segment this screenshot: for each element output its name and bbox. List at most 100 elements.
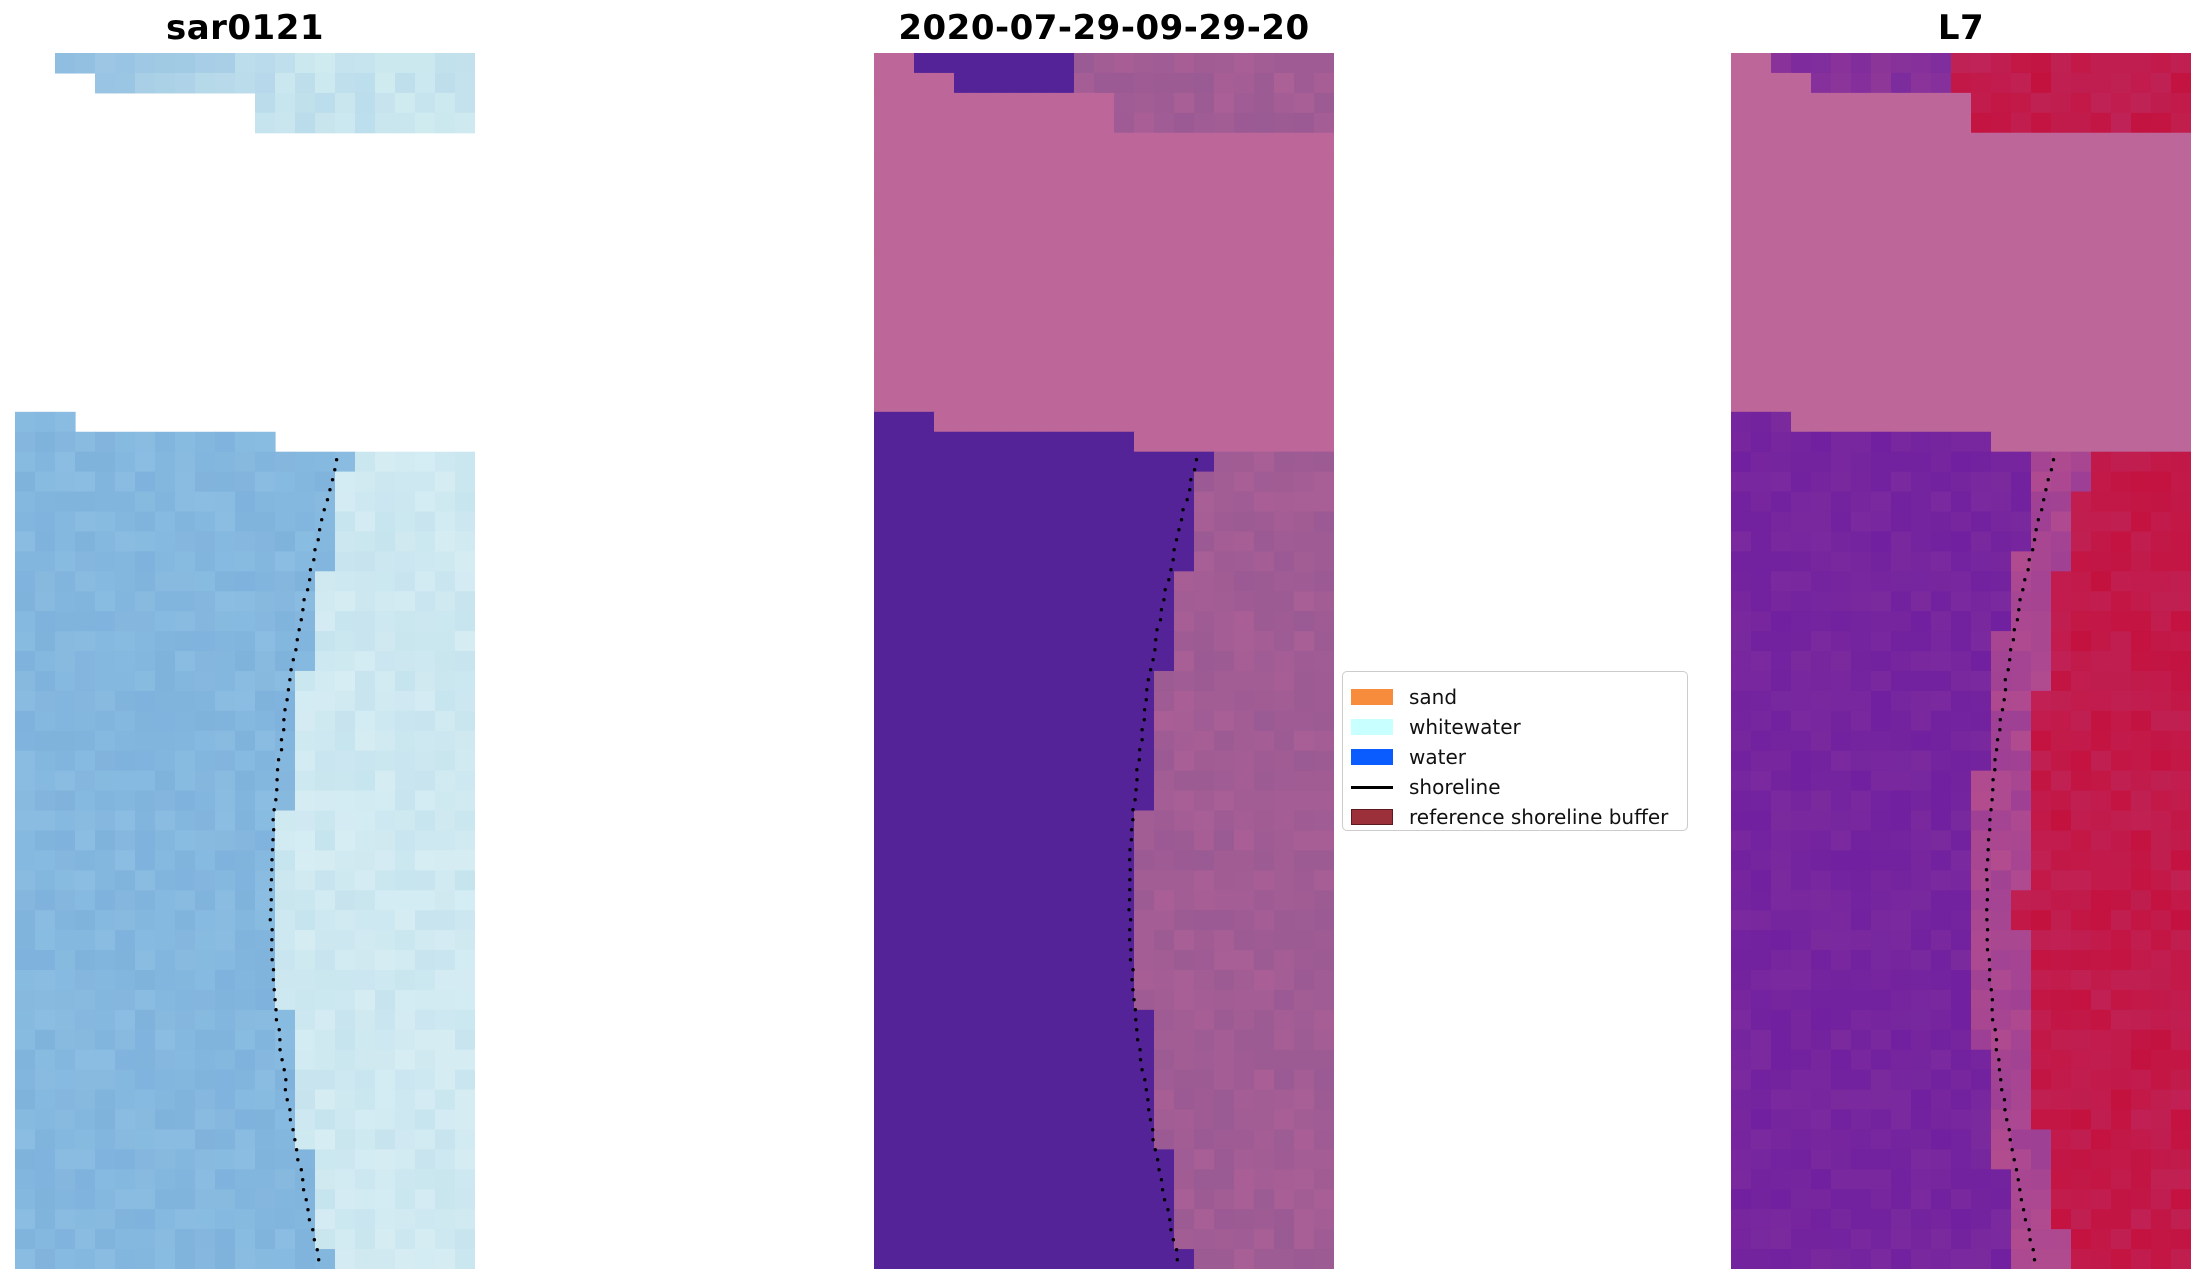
pixel-cell xyxy=(2011,352,2032,373)
pixel-cell xyxy=(1114,371,1135,393)
pixel-cell xyxy=(295,631,316,652)
shoreline-point xyxy=(301,607,305,612)
pixel-cell xyxy=(1014,870,1035,891)
pixel-cell xyxy=(2131,631,2152,652)
pixel-cell xyxy=(2131,292,2152,313)
pixel-cell xyxy=(1254,1069,1275,1091)
pixel-cell xyxy=(1951,192,1972,214)
pixel-cell xyxy=(894,252,915,273)
pixel-cell xyxy=(2091,192,2112,214)
pixel-cell xyxy=(355,810,376,832)
pixel-cell xyxy=(215,1049,236,1071)
pixel-cell xyxy=(1254,312,1275,333)
pixel-cell xyxy=(435,1089,456,1111)
pixel-cell xyxy=(435,969,456,991)
pixel-cell xyxy=(1314,1189,1334,1210)
pixel-cell xyxy=(934,870,955,891)
pixel-cell xyxy=(1891,1089,1912,1111)
pixel-cell xyxy=(255,870,276,891)
pixel-cell xyxy=(1891,1029,1912,1051)
pixel-cell xyxy=(275,1009,296,1031)
pixel-cell xyxy=(974,1169,995,1190)
pixel-cell xyxy=(1951,1049,1972,1071)
pixel-cell xyxy=(355,690,376,712)
pixel-cell xyxy=(2031,252,2052,273)
pixel-cell xyxy=(1911,312,1932,333)
pixel-cell xyxy=(2151,212,2172,234)
pixel-cell xyxy=(215,850,236,871)
pixel-cell xyxy=(255,930,276,951)
pixel-cell xyxy=(1074,1049,1095,1071)
pixel-cell xyxy=(1851,192,1872,214)
pixel-cell xyxy=(1214,710,1235,732)
pixel-cell xyxy=(1931,72,1952,94)
pixel-cell xyxy=(1771,471,1792,493)
pixel-cell xyxy=(2031,830,2052,851)
pixel-cell xyxy=(2151,969,2172,991)
pixel-cell xyxy=(75,431,96,453)
pixel-cell xyxy=(1234,252,1255,273)
pixel-cell xyxy=(15,511,36,533)
pixel-cell xyxy=(115,611,136,632)
shoreline-point xyxy=(2026,567,2030,572)
pixel-cell xyxy=(375,890,396,911)
pixel-cell xyxy=(914,1009,935,1031)
pixel-cell xyxy=(1034,172,1055,194)
pixel-cell xyxy=(455,451,475,473)
pixel-cell xyxy=(55,551,76,572)
pixel-cell xyxy=(1871,631,1892,652)
pixel-cell xyxy=(1234,790,1255,812)
pixel-cell xyxy=(1254,232,1275,253)
pixel-cell xyxy=(335,1009,356,1031)
pixel-cell xyxy=(1014,611,1035,632)
pixel-cell xyxy=(395,1129,416,1150)
pixel-cell xyxy=(215,870,236,891)
pixel-cell xyxy=(1214,451,1235,473)
pixel-cell xyxy=(2071,551,2092,572)
pixel-cell xyxy=(175,1089,196,1111)
pixel-cell xyxy=(1791,830,1812,851)
pixel-cell xyxy=(1851,491,1872,513)
pixel-cell xyxy=(2051,1129,2072,1150)
pixel-cell xyxy=(1314,132,1334,154)
pixel-cell xyxy=(1274,1209,1295,1230)
pixel-cell xyxy=(2031,272,2052,293)
pixel-cell xyxy=(934,192,955,214)
pixel-cell xyxy=(1054,212,1075,234)
pixel-cell xyxy=(375,989,396,1011)
legend-label-sand: sand xyxy=(1409,685,1458,709)
pixel-cell xyxy=(1254,411,1275,433)
pixel-cell xyxy=(1014,1109,1035,1131)
pixel-cell xyxy=(1094,591,1115,612)
pixel-cell xyxy=(1314,730,1334,752)
pixel-cell xyxy=(1811,451,1832,473)
pixel-cell xyxy=(2051,930,2072,951)
pixel-cell xyxy=(2051,790,2072,812)
pixel-cell xyxy=(1991,53,2012,74)
pixel-cell xyxy=(1114,551,1135,572)
pixel-cell xyxy=(255,1049,276,1071)
pixel-cell xyxy=(1074,391,1095,413)
pixel-cell xyxy=(1174,571,1195,592)
pixel-cell xyxy=(1234,730,1255,752)
pixel-cell xyxy=(1254,72,1275,94)
pixel-cell xyxy=(135,611,156,632)
pixel-cell xyxy=(1771,631,1792,652)
pixel-cell xyxy=(415,631,436,652)
pixel-cell xyxy=(315,451,336,473)
pixel-cell xyxy=(2031,292,2052,313)
pixel-cell xyxy=(2051,332,2072,353)
pixel-cell xyxy=(954,1189,975,1210)
pixel-cell xyxy=(115,591,136,612)
pixel-cell xyxy=(15,969,36,991)
pixel-cell xyxy=(1751,451,1772,473)
pixel-cell xyxy=(335,591,356,612)
pixel-cell xyxy=(155,950,176,971)
pixel-cell xyxy=(1094,391,1115,413)
shoreline-point xyxy=(308,567,313,572)
pixel-cell xyxy=(2031,411,2052,433)
pixel-cell xyxy=(2031,53,2052,74)
pixel-cell xyxy=(15,790,36,812)
pixel-cell xyxy=(195,830,216,851)
pixel-cell xyxy=(355,870,376,891)
